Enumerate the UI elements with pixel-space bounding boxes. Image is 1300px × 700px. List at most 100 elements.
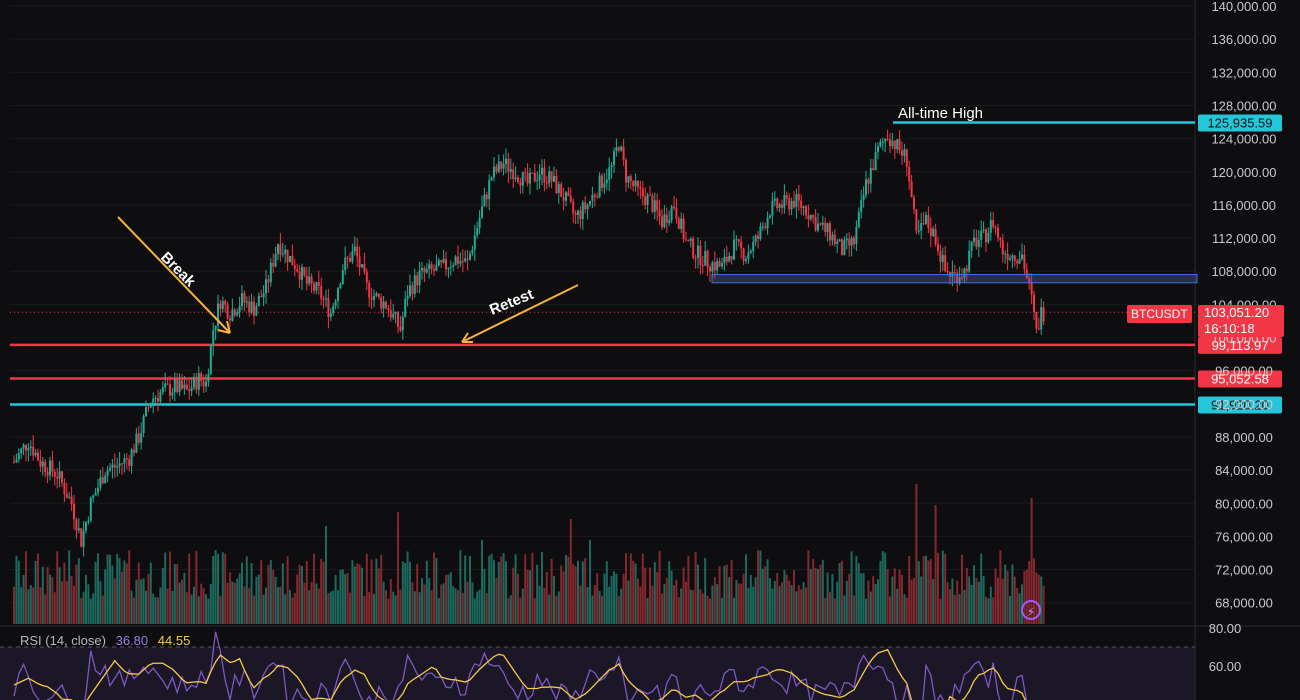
candle-body: [533, 172, 536, 182]
candle-body: [697, 245, 699, 258]
lightning-icon[interactable]: ⚡: [1021, 600, 1041, 620]
volume-bar: [37, 553, 39, 624]
volume-bar: [85, 574, 87, 624]
candle-body: [207, 374, 210, 382]
volume-bar: [248, 587, 251, 624]
volume-bar: [1037, 574, 1040, 624]
candle-body: [106, 470, 109, 476]
candle-body: [879, 141, 882, 147]
candle-body: [243, 293, 246, 303]
candle-body: [25, 444, 27, 451]
break-arrow: [117, 216, 231, 334]
candle-body: [219, 303, 222, 309]
candle-body: [356, 246, 359, 257]
volume-bar: [217, 554, 219, 624]
volume-bar: [584, 558, 587, 624]
candle-body: [973, 237, 975, 242]
candle-body: [495, 166, 498, 172]
volume-bar: [80, 597, 83, 624]
volume-bar: [63, 562, 66, 624]
candle-body: [673, 206, 675, 209]
candle-body: [644, 196, 647, 206]
y-tick-label: 132,000.00: [1211, 65, 1276, 80]
volume-bar: [164, 552, 167, 624]
candle-body: [997, 227, 999, 238]
volume-bar: [718, 566, 721, 624]
volume-bar: [1011, 564, 1014, 624]
candle-body: [46, 472, 49, 476]
volume-bar: [22, 574, 25, 624]
candle-body: [574, 212, 577, 215]
volume-bar: [442, 583, 445, 624]
volume-bar: [749, 574, 752, 624]
current-price-label: 103,051.20: [1204, 305, 1270, 320]
candle-body: [853, 237, 855, 245]
candle-body: [457, 256, 459, 264]
volume-bar: [351, 560, 354, 624]
candle-body: [238, 306, 241, 313]
candle-body: [589, 201, 591, 205]
candle-body: [212, 330, 215, 345]
candle-body: [159, 392, 162, 402]
volume-bar: [596, 573, 599, 624]
candle-body: [961, 277, 963, 279]
candle-body: [214, 325, 217, 331]
volume-bar: [872, 576, 875, 624]
candle-body: [56, 476, 59, 479]
candle-body: [75, 519, 78, 531]
volume-bar: [353, 566, 356, 624]
candle-body: [1013, 255, 1016, 261]
candle-body: [380, 297, 383, 309]
candle-body: [706, 251, 709, 268]
volume-bar: [476, 591, 479, 624]
volume-bar: [980, 553, 983, 624]
candle-body: [639, 187, 642, 189]
candle-body: [505, 158, 507, 164]
candle-body: [605, 179, 608, 184]
volume-bar: [951, 578, 954, 624]
volume-bar: [13, 586, 15, 624]
candle-body: [269, 262, 272, 283]
volume-bar: [788, 580, 791, 624]
volume-bar: [512, 567, 515, 624]
volume-bar: [550, 558, 553, 624]
volume-bar: [879, 560, 882, 624]
candle-body: [51, 460, 54, 472]
candle-body: [1028, 277, 1031, 283]
volume-bar: [641, 553, 644, 624]
candle-body: [327, 298, 330, 317]
candle-body: [543, 167, 546, 183]
volume-bar: [289, 589, 291, 624]
y-tick-label: 80,000.00: [1215, 496, 1273, 511]
candle-body: [236, 312, 239, 316]
candle-body: [22, 444, 25, 449]
candle-body: [1011, 255, 1014, 259]
volume-bar: [593, 585, 596, 624]
volume-bar: [389, 579, 392, 624]
volume-bar: [454, 588, 457, 624]
volume-bar: [721, 597, 723, 624]
candle-body: [442, 258, 445, 263]
candle-body: [761, 226, 764, 228]
candle-body: [104, 475, 107, 484]
volume-bar: [797, 585, 800, 624]
volume-bar: [841, 560, 843, 624]
volume-bar: [615, 573, 618, 624]
volume-bar: [627, 580, 630, 624]
volume-bar: [392, 591, 395, 624]
candle-body: [245, 301, 248, 303]
candle-body: [99, 477, 102, 488]
candle-body: [759, 226, 762, 239]
volume-bar: [877, 579, 879, 624]
volume-bar: [65, 581, 68, 624]
candle-body: [173, 379, 176, 393]
candle-body: [874, 151, 877, 171]
volume-bar: [284, 594, 287, 624]
candle-body: [807, 215, 810, 220]
candle-body: [118, 463, 121, 466]
candle-body: [565, 192, 567, 201]
candle-body: [737, 239, 740, 242]
volume-bar: [716, 584, 719, 624]
candle-body: [329, 313, 332, 317]
